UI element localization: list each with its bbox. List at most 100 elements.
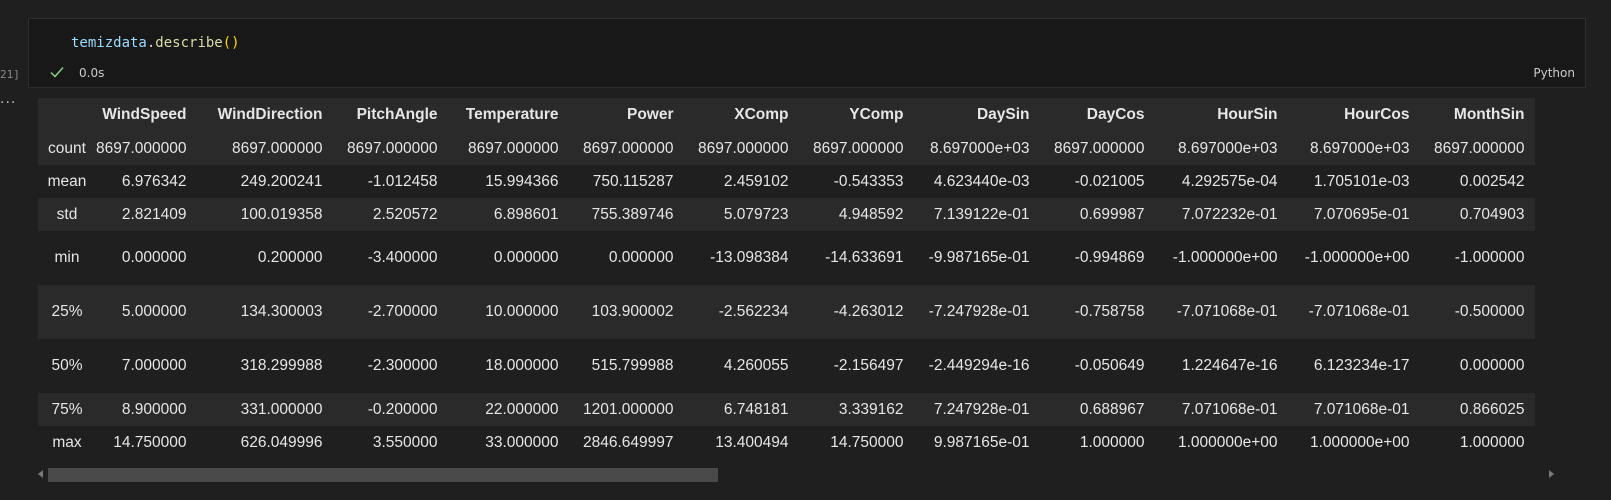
table-cell: -2.156497 bbox=[833, 357, 904, 374]
table-cell: 7.072232e-01 bbox=[1181, 205, 1278, 223]
table-cell: -0.543353 bbox=[833, 172, 904, 190]
table-cell: -3.400000 bbox=[367, 249, 438, 266]
code-editor-line[interactable]: temizdata.describe() bbox=[71, 35, 240, 51]
table-cell: 0.866025 bbox=[1459, 400, 1525, 418]
column-header: WindSpeed bbox=[96, 98, 197, 132]
table-cell: -0.050649 bbox=[1074, 357, 1145, 374]
table-cell: 8697.000000 bbox=[232, 139, 323, 157]
output-more-button[interactable]: ··· bbox=[0, 95, 17, 111]
table-row: 25% 5.000000 134.300003 -2.700000 10.000000 1… bbox=[38, 285, 1535, 339]
table-cell: 318.299988 bbox=[240, 357, 323, 374]
table-cell: -7.247928e-01 bbox=[914, 285, 1040, 339]
table-cell: 22.000000 bbox=[485, 400, 559, 418]
table-cell: -1.000000e+00 bbox=[1172, 249, 1278, 266]
column-header: YComp bbox=[798, 98, 914, 132]
table-cell: 8697.000000 bbox=[583, 139, 674, 157]
column-header: Power bbox=[568, 98, 684, 132]
table-cell: 1.000000 bbox=[1079, 433, 1145, 451]
table-cell: 8.697000e+03 bbox=[929, 139, 1030, 157]
table-cell: 33.000000 bbox=[485, 433, 559, 451]
table-cell: 2.520572 bbox=[372, 205, 438, 223]
table-cell: 626.049996 bbox=[240, 433, 323, 451]
table-cell: 8697.000000 bbox=[813, 139, 904, 157]
table-cell: -0.758758 bbox=[1074, 303, 1145, 320]
table-cell: 0.000000 bbox=[1459, 357, 1525, 374]
table-cell: -14.633691 bbox=[825, 249, 904, 266]
column-header: HourCos bbox=[1287, 98, 1420, 132]
table-cell: 4.292575e-04 bbox=[1181, 172, 1278, 190]
table-cell: -2.562234 bbox=[718, 303, 789, 320]
table-cell: 7.247928e-01 bbox=[933, 400, 1030, 418]
table-cell: 10.000000 bbox=[485, 303, 559, 320]
table-cell: 1.000000e+00 bbox=[1309, 433, 1410, 451]
table-cell: -4.263012 bbox=[833, 303, 904, 320]
column-header: DayCos bbox=[1039, 98, 1155, 132]
column-header: MonthSin bbox=[1419, 98, 1535, 132]
table-cell: 0.002542 bbox=[1459, 172, 1525, 190]
table-cell: 0.000000 bbox=[608, 249, 674, 266]
table-cell: -0.200000 bbox=[367, 400, 438, 418]
table-cell: 1.000000 bbox=[1459, 433, 1525, 451]
table-cell: -0.994869 bbox=[1074, 249, 1145, 266]
table-cell: 7.070695e-01 bbox=[1313, 205, 1410, 223]
table-row: min 0.000000 0.200000 -3.400000 0.000000 0.00… bbox=[38, 231, 1535, 285]
table-cell: 0.000000 bbox=[121, 249, 187, 266]
table-cell: -9.987165e-01 bbox=[914, 231, 1040, 285]
table-cell: -1.000000 bbox=[1454, 249, 1525, 266]
column-header: XComp bbox=[683, 98, 799, 132]
table-cell: 3.550000 bbox=[372, 433, 438, 451]
table-cell: 8.697000e+03 bbox=[1309, 139, 1410, 157]
table-row: 50% 7.000000 318.299988 -2.300000 18.000000 5… bbox=[38, 339, 1535, 393]
table-cell: 8697.000000 bbox=[1434, 139, 1525, 157]
chevron-left-icon[interactable] bbox=[38, 470, 43, 478]
table-cell: -1.000000e+00 bbox=[1304, 249, 1410, 266]
table-cell: 14.750000 bbox=[830, 433, 904, 451]
chevron-right-icon[interactable] bbox=[1549, 470, 1554, 478]
table-cell: 8.900000 bbox=[121, 400, 187, 418]
table-cell: 515.799988 bbox=[591, 357, 674, 374]
table-cell: 1.224647e-16 bbox=[1181, 357, 1278, 374]
table-cell: 15.994366 bbox=[485, 172, 559, 190]
table-cell: 1.705101e-03 bbox=[1313, 172, 1410, 190]
row-label: 75% bbox=[51, 400, 83, 418]
scrollbar-thumb[interactable] bbox=[48, 468, 718, 482]
table-cell: 7.000000 bbox=[121, 357, 187, 374]
describe-table: WindSpeed WindDirection PitchAngle Temperat… bbox=[38, 98, 1535, 458]
table-cell: 2846.649997 bbox=[583, 433, 674, 451]
row-label: mean bbox=[47, 172, 87, 190]
table-cell: -2.449294e-16 bbox=[914, 339, 1040, 393]
table-cell: 2.459102 bbox=[723, 172, 789, 190]
table-cell: 134.300003 bbox=[240, 303, 323, 320]
table-cell-text: -7.247928e-01 bbox=[928, 303, 1030, 320]
table-cell: -2.700000 bbox=[367, 303, 438, 320]
row-label: max bbox=[52, 433, 82, 451]
row-label: count bbox=[48, 139, 86, 157]
table-cell: -13.098384 bbox=[710, 249, 789, 266]
table-cell: 7.071068e-01 bbox=[1181, 400, 1278, 418]
horizontal-scrollbar[interactable] bbox=[38, 466, 1554, 484]
table-cell: 331.000000 bbox=[240, 400, 323, 418]
table-cell: 8697.000000 bbox=[698, 139, 789, 157]
table-cell: 6.898601 bbox=[493, 205, 559, 223]
table-cell: 6.748181 bbox=[723, 400, 789, 418]
table-cell: -7.071068e-01 bbox=[1308, 303, 1410, 320]
language-label[interactable]: Python bbox=[1533, 66, 1575, 80]
code-function: describe bbox=[155, 35, 223, 51]
row-label: std bbox=[56, 205, 78, 223]
table-cell: 9.987165e-01 bbox=[933, 433, 1030, 451]
table-row: count 8697.000000 8697.000000 8697.000000 86… bbox=[38, 132, 1535, 165]
table-cell: 755.389746 bbox=[591, 205, 674, 223]
row-label: min bbox=[54, 249, 80, 266]
column-header: HourSin bbox=[1154, 98, 1288, 132]
output-area: WindSpeed WindDirection PitchAngle Temperat… bbox=[38, 98, 1558, 458]
table-cell: 0.699987 bbox=[1079, 205, 1145, 223]
table-cell: 103.900002 bbox=[591, 303, 674, 320]
table-cell: -0.021005 bbox=[1074, 172, 1145, 190]
table-cell: 0.200000 bbox=[257, 249, 323, 266]
row-label: 25% bbox=[51, 303, 83, 320]
table-cell: 14.750000 bbox=[113, 433, 187, 451]
column-header: DaySin bbox=[913, 98, 1040, 132]
code-cell[interactable]: temizdata.describe() 0.0s Python bbox=[28, 18, 1586, 88]
row-label: 50% bbox=[51, 357, 83, 374]
table-cell: 4.260055 bbox=[723, 357, 789, 374]
